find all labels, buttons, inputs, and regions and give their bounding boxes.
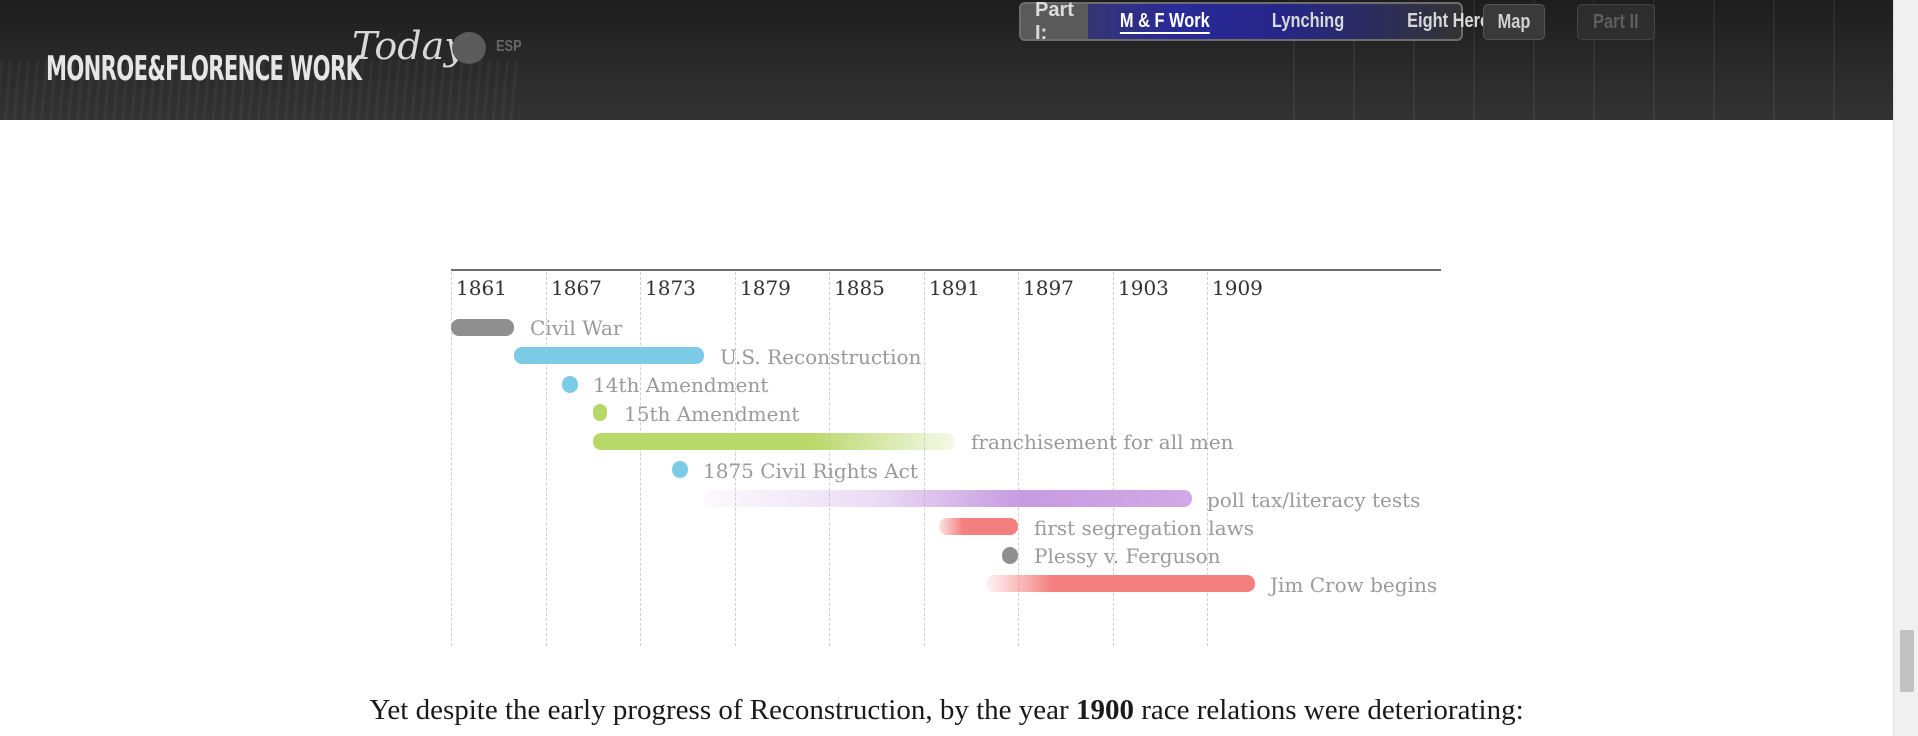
- gridline: [735, 272, 736, 646]
- gridline: [829, 272, 830, 646]
- gridline: [546, 272, 547, 646]
- timeline-bar-civil-rights-act[interactable]: [672, 461, 688, 478]
- timeline-label-poll-tax: poll tax/literacy tests: [1207, 488, 1421, 512]
- year-label: 1879: [740, 276, 791, 300]
- timeline-bar-civil-war[interactable]: [451, 319, 514, 336]
- timeline-label-reconstruction: U.S. Reconstruction: [720, 345, 922, 369]
- timeline-bar-reconstruction[interactable]: [514, 347, 704, 364]
- nav-item-lynching[interactable]: Lynching: [1271, 10, 1344, 32]
- timeline-label-franchisement: franchisement for all men: [971, 430, 1234, 454]
- timeline-bar-franchisement[interactable]: [593, 433, 955, 450]
- language-toggle-label[interactable]: ESP: [496, 38, 522, 55]
- timeline-label-plessy: Plessy v. Ferguson: [1034, 544, 1221, 568]
- gridline: [1018, 272, 1019, 646]
- nav-item-eight-heroes[interactable]: Eight Heroes: [1406, 10, 1508, 32]
- site-logo[interactable]: MONROE&FLORENCE WORK Today: [46, 16, 466, 86]
- gridline: [1207, 272, 1208, 646]
- body-text-pre: Yet despite the early progress of Recons…: [369, 694, 1076, 726]
- timeline-label-15th-amendment: 15th Amendment: [624, 402, 800, 426]
- timeline-label-segregation-laws: first segregation laws: [1034, 516, 1254, 540]
- body-text-year: 1900: [1075, 694, 1134, 726]
- body-paragraph: Yet despite the early progress of Recons…: [0, 694, 1893, 727]
- timeline-label-14th-amendment: 14th Amendment: [593, 373, 769, 397]
- timeline-label-civil-rights-act: 1875 Civil Rights Act: [703, 459, 918, 483]
- part2-button[interactable]: Part II: [1577, 4, 1655, 40]
- year-label: 1885: [834, 276, 885, 300]
- scrollbar-thumb[interactable]: [1900, 630, 1914, 692]
- gridline: [451, 272, 452, 646]
- map-button-label: Map: [1497, 10, 1531, 33]
- part1-nav: Part I: M & F Work Lynching Eight Heroes: [1019, 0, 1508, 44]
- timeline-bar-14th-amendment[interactable]: [562, 376, 578, 393]
- timeline-label-civil-war: Civil War: [530, 316, 623, 340]
- year-label: 1861: [456, 276, 507, 300]
- nav-item-mf-work[interactable]: M & F Work: [1119, 10, 1210, 32]
- timeline-bar-jim-crow[interactable]: [986, 575, 1255, 592]
- map-button[interactable]: Map: [1483, 4, 1545, 40]
- language-toggle-icon[interactable]: [452, 32, 486, 64]
- timeline-label-jim-crow: Jim Crow begins: [1270, 573, 1438, 597]
- gridline: [924, 272, 925, 646]
- timeline-bar-segregation-laws[interactable]: [939, 518, 1018, 535]
- year-label: 1873: [645, 276, 696, 300]
- page-scrollbar[interactable]: [1893, 0, 1918, 736]
- gridline: [1113, 272, 1114, 646]
- part2-button-label: Part II: [1593, 10, 1639, 33]
- timeline-chart: 1861 1867 1873 1879 1885 1891 1897 1903 …: [451, 269, 1441, 646]
- logo-script: Today: [352, 24, 466, 68]
- year-label: 1897: [1023, 276, 1074, 300]
- timeline-bar-plessy[interactable]: [1002, 547, 1018, 564]
- nav-part1-label: Part I:: [1021, 0, 1088, 44]
- year-label: 1909: [1212, 276, 1263, 300]
- year-label: 1867: [551, 276, 602, 300]
- year-label: 1891: [929, 276, 980, 300]
- timeline-axis: [451, 269, 1441, 271]
- gridline: [640, 272, 641, 646]
- year-label: 1903: [1118, 276, 1169, 300]
- timeline-bar-poll-tax[interactable]: [703, 490, 1192, 507]
- body-text-post: race relations were deteriorating:: [1133, 694, 1524, 726]
- timeline-bar-15th-amendment[interactable]: [593, 404, 607, 421]
- site-header: MONROE&FLORENCE WORK Today ESP Part I: M…: [0, 0, 1893, 120]
